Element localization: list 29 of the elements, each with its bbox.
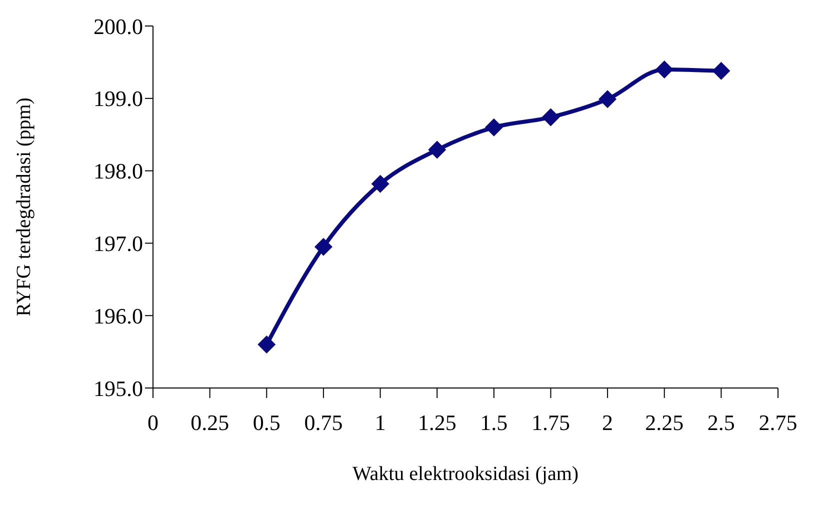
x-tick-label: 0.25 (190, 410, 230, 435)
point (712, 62, 730, 80)
y-axis-title: RYFG terdegdradasi (ppm) (13, 98, 36, 316)
point (598, 90, 617, 108)
x-tick-label: 0.75 (304, 410, 343, 435)
x-tick-label: 2.5 (707, 410, 735, 435)
point (655, 60, 674, 78)
x-tick-label: 1 (374, 410, 386, 435)
x-tick-label: 1.25 (418, 410, 456, 435)
y-tick-label: 198.0 (94, 158, 143, 184)
point (428, 140, 446, 159)
x-tick-label: 2.75 (758, 410, 798, 435)
x-tick-label: 1.75 (531, 410, 570, 435)
y-tick-label: 199.0 (94, 86, 143, 112)
x-tick-label: 2 (602, 410, 614, 435)
x-tick-label: 1.5 (480, 410, 508, 435)
point (314, 238, 332, 256)
point (484, 118, 503, 136)
y-tick-label: 195.0 (94, 376, 143, 401)
x-tick-label: 2.25 (645, 410, 684, 435)
point (371, 174, 390, 193)
point (542, 108, 560, 126)
y-tick-label: 200.0 (94, 14, 143, 39)
x-tick-label: 0 (148, 410, 158, 435)
point (258, 336, 276, 354)
y-tick-label: 196.0 (94, 303, 143, 328)
x-tick-label: 0.5 (252, 410, 280, 435)
x-axis-title: Waktu elektrooksidasi (jam) (352, 463, 579, 486)
y-tick-label: 197.0 (94, 231, 143, 256)
